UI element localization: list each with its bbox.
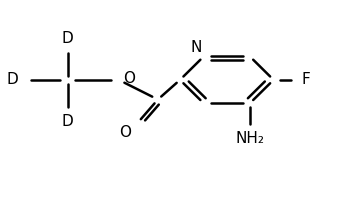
Text: F: F: [301, 72, 310, 87]
Text: O: O: [123, 71, 135, 86]
Text: D: D: [7, 72, 19, 87]
Text: N: N: [191, 40, 202, 55]
Text: D: D: [62, 114, 74, 129]
Text: O: O: [119, 125, 131, 140]
Text: D: D: [62, 30, 74, 46]
Text: NH₂: NH₂: [235, 131, 264, 146]
